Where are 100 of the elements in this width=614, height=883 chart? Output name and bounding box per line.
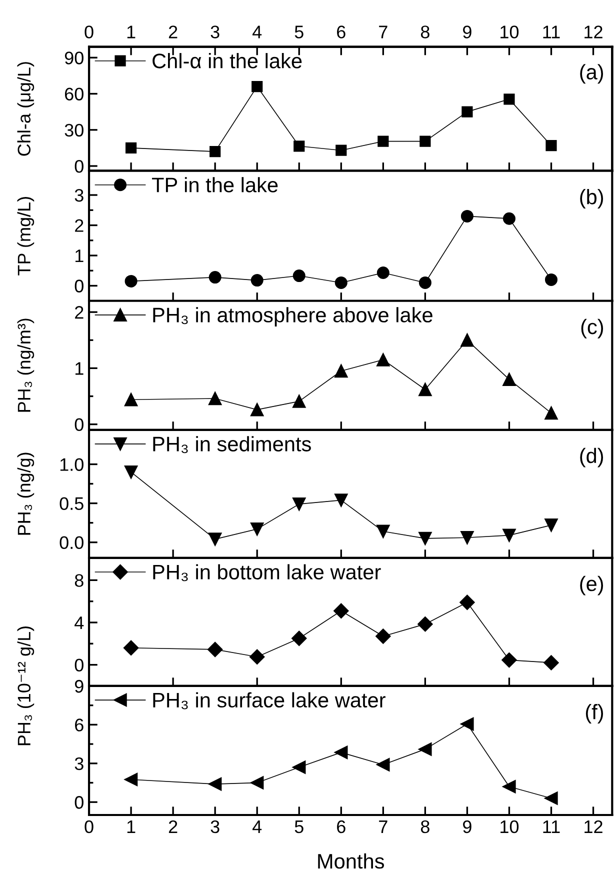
point (460, 334, 474, 347)
y-tick-label: 2 (75, 306, 84, 319)
legend-label: PH₃ in surface lake water (153, 692, 386, 710)
point (208, 642, 223, 658)
x-tick-label: 11 (543, 820, 560, 833)
point (294, 140, 305, 152)
point (292, 760, 306, 774)
point (292, 270, 306, 282)
x2-tick-label: 6 (337, 26, 346, 38)
x-tick-label: 5 (294, 820, 304, 834)
x2-tick-label: 1 (127, 26, 136, 38)
point (418, 532, 432, 546)
y-axis-title: PH₃ (10⁻¹² g/L) (17, 626, 34, 746)
x2-tick-label: 10 (500, 26, 519, 38)
y-tick-label: 0.0 (60, 536, 84, 550)
point (502, 212, 516, 225)
point (252, 80, 263, 92)
point (418, 742, 432, 756)
point (124, 465, 138, 479)
y-axis-title: TP (mg/L) (17, 197, 34, 276)
point (334, 603, 349, 618)
x2-tick-label: 12 (584, 26, 602, 38)
point (546, 140, 557, 152)
point (124, 274, 138, 288)
y-tick-label: 8 (74, 574, 84, 587)
point (460, 531, 474, 544)
y-tick-label: 60 (65, 88, 84, 100)
legend-label: PH₃ in bottom lake water (153, 564, 381, 582)
x-tick-label: 0 (84, 820, 94, 834)
legend-label: TP in the lake (152, 177, 278, 192)
point (376, 266, 390, 279)
point (504, 94, 515, 105)
y-tick-label: 0 (74, 160, 84, 173)
y-tick-label: 1.0 (60, 458, 84, 471)
y-tick-label: 90 (64, 52, 84, 64)
point (123, 640, 139, 656)
point (418, 382, 432, 396)
point (250, 522, 264, 536)
point (502, 372, 516, 386)
point (250, 649, 265, 664)
point (208, 532, 222, 546)
y-tick-label: 2 (75, 219, 84, 232)
y-tick-label: 1 (76, 250, 84, 262)
point (544, 518, 558, 532)
point (502, 528, 516, 542)
y-tick-label: 0 (74, 280, 84, 292)
point (208, 271, 222, 284)
point (250, 274, 264, 287)
point (418, 616, 433, 632)
y-tick-label: 4 (74, 616, 84, 630)
x-tick-label: 6 (337, 820, 346, 834)
y-axis-title: Chl-a (μg/L) (17, 62, 34, 156)
y-tick-label: 30 (64, 124, 84, 137)
point (250, 776, 264, 790)
point (544, 655, 559, 670)
y-tick-label: 1 (76, 362, 84, 375)
annotation: (e) (580, 576, 604, 596)
y-tick-label: 0 (74, 418, 84, 432)
y-tick-label: 3 (74, 757, 84, 770)
y-tick-label: 0 (74, 658, 84, 672)
annotation: (b) (580, 189, 604, 208)
point (208, 777, 222, 791)
x-tick-label: 8 (420, 820, 430, 834)
point (502, 652, 517, 668)
point (462, 106, 473, 118)
point (292, 630, 307, 646)
y-axis-title: PH₃ (ng/g) (17, 452, 34, 535)
point (376, 524, 390, 538)
point (544, 273, 558, 286)
y-tick-label: 0.5 (60, 497, 84, 510)
x-tick-label: 12 (584, 820, 602, 833)
x-axis-title: Months (318, 853, 384, 869)
point (460, 210, 474, 222)
x2-tick-label: 9 (463, 26, 472, 38)
point (544, 406, 558, 420)
annotation: (d) (580, 448, 604, 468)
point (250, 403, 264, 416)
point (460, 717, 474, 731)
x-tick-label: 1 (127, 820, 136, 833)
point (334, 276, 348, 289)
point (334, 494, 348, 507)
point (376, 353, 390, 366)
x-tick-label: 10 (500, 820, 519, 834)
annotation: (c) (581, 318, 604, 338)
x-tick-label: 9 (463, 820, 472, 834)
point (210, 146, 221, 158)
legend-label: Chl-α in the lake (152, 53, 302, 68)
x2-tick-label: 4 (252, 26, 262, 38)
x2-tick-label: 0 (84, 26, 94, 38)
point (124, 772, 138, 786)
legend-label: PH₃ in sediments (153, 436, 311, 454)
point (502, 780, 516, 794)
point (376, 758, 390, 772)
point (292, 497, 306, 511)
y-tick-label: 3 (74, 188, 84, 202)
point (378, 136, 389, 147)
x-tick-label: 2 (168, 820, 178, 833)
point (334, 364, 348, 378)
y-axis-title: PH₃ (ng/m³) (17, 318, 34, 412)
point (124, 393, 138, 406)
